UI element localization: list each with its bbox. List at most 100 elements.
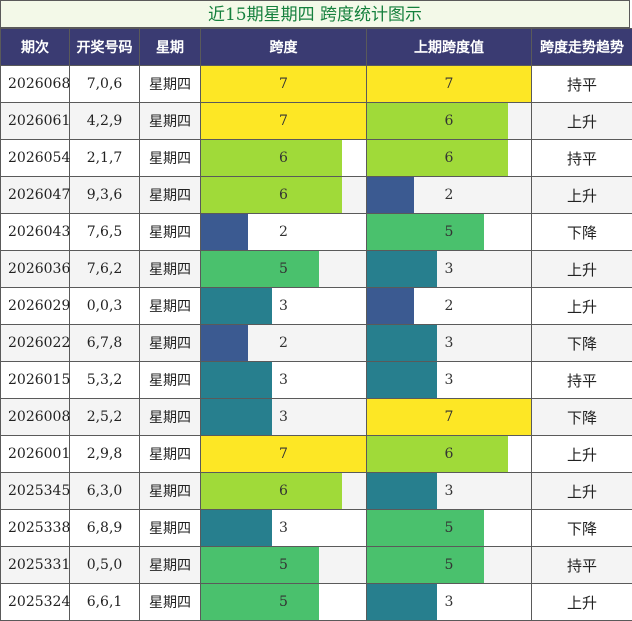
prev-span-cell: 2: [367, 288, 532, 325]
prev-span-label: 6: [367, 103, 531, 139]
weekday-cell: 星期四: [140, 584, 201, 621]
weekday-cell: 星期四: [140, 436, 201, 473]
weekday-cell: 星期四: [140, 325, 201, 362]
numbers-cell: 7,0,6: [70, 66, 140, 103]
span-label: 7: [201, 103, 366, 139]
header-row: 期次 开奖号码 星期 跨度 上期跨度值 跨度走势趋势: [1, 29, 632, 66]
trend-cell: 上升: [532, 288, 632, 325]
prev-span-cell: 6: [367, 140, 532, 177]
prev-span-label: 3: [367, 473, 531, 509]
numbers-cell: 2,9,8: [70, 436, 140, 473]
prev-span-cell: 5: [367, 214, 532, 251]
issue-cell: 2026001: [1, 436, 70, 473]
span-label: 5: [201, 251, 366, 287]
weekday-cell: 星期四: [140, 510, 201, 547]
weekday-cell: 星期四: [140, 103, 201, 140]
numbers-cell: 6,7,8: [70, 325, 140, 362]
span-cell: 6: [201, 473, 367, 510]
prev-span-label: 5: [367, 510, 531, 546]
issue-cell: 2026015: [1, 362, 70, 399]
span-label: 3: [201, 288, 366, 324]
span-label: 3: [201, 399, 366, 435]
prev-span-cell: 5: [367, 510, 532, 547]
prev-span-label: 3: [367, 584, 531, 620]
trend-cell: 上升: [532, 177, 632, 214]
numbers-cell: 7,6,5: [70, 214, 140, 251]
prev-span-label: 7: [367, 66, 531, 102]
issue-cell: 2026068: [1, 66, 70, 103]
prev-span-cell: 2: [367, 177, 532, 214]
header-span: 跨度: [201, 29, 367, 66]
prev-span-cell: 6: [367, 103, 532, 140]
span-cell: 5: [201, 584, 367, 621]
weekday-cell: 星期四: [140, 473, 201, 510]
span-cell: 7: [201, 436, 367, 473]
span-cell: 7: [201, 66, 367, 103]
span-cell: 5: [201, 547, 367, 584]
issue-cell: 2026043: [1, 214, 70, 251]
weekday-cell: 星期四: [140, 399, 201, 436]
prev-span-label: 3: [367, 325, 531, 361]
prev-span-label: 5: [367, 214, 531, 250]
numbers-cell: 5,3,2: [70, 362, 140, 399]
trend-cell: 下降: [532, 510, 632, 547]
prev-span-cell: 3: [367, 584, 532, 621]
prev-span-label: 2: [367, 288, 531, 324]
prev-span-label: 3: [367, 251, 531, 287]
span-label: 7: [201, 66, 366, 102]
prev-span-cell: 7: [367, 399, 532, 436]
trend-cell: 下降: [532, 325, 632, 362]
issue-cell: 2025345: [1, 473, 70, 510]
issue-cell: 2026036: [1, 251, 70, 288]
prev-span-cell: 3: [367, 325, 532, 362]
issue-cell: 2026008: [1, 399, 70, 436]
weekday-cell: 星期四: [140, 547, 201, 584]
span-cell: 3: [201, 288, 367, 325]
trend-cell: 上升: [532, 251, 632, 288]
prev-span-cell: 3: [367, 362, 532, 399]
span-cell: 6: [201, 140, 367, 177]
trend-cell: 持平: [532, 362, 632, 399]
span-label: 5: [201, 584, 366, 620]
span-label: 6: [201, 140, 366, 176]
prev-span-label: 2: [367, 177, 531, 213]
span-cell: 3: [201, 399, 367, 436]
trend-cell: 持平: [532, 140, 632, 177]
trend-cell: 持平: [532, 66, 632, 103]
numbers-cell: 9,3,6: [70, 177, 140, 214]
trend-cell: 上升: [532, 103, 632, 140]
span-cell: 2: [201, 214, 367, 251]
trend-cell: 上升: [532, 473, 632, 510]
weekday-cell: 星期四: [140, 214, 201, 251]
trend-cell: 持平: [532, 547, 632, 584]
numbers-cell: 2,5,2: [70, 399, 140, 436]
issue-cell: 2026061: [1, 103, 70, 140]
prev-span-cell: 7: [367, 66, 532, 103]
prev-span-cell: 3: [367, 251, 532, 288]
trend-cell: 上升: [532, 436, 632, 473]
issue-cell: 2026029: [1, 288, 70, 325]
issue-cell: 2025331: [1, 547, 70, 584]
prev-span-label: 6: [367, 140, 531, 176]
span-label: 6: [201, 473, 366, 509]
span-cell: 3: [201, 510, 367, 547]
span-label: 3: [201, 510, 366, 546]
weekday-cell: 星期四: [140, 362, 201, 399]
prev-span-label: 6: [367, 436, 531, 472]
prev-span-cell: 3: [367, 473, 532, 510]
numbers-cell: 6,6,1: [70, 584, 140, 621]
